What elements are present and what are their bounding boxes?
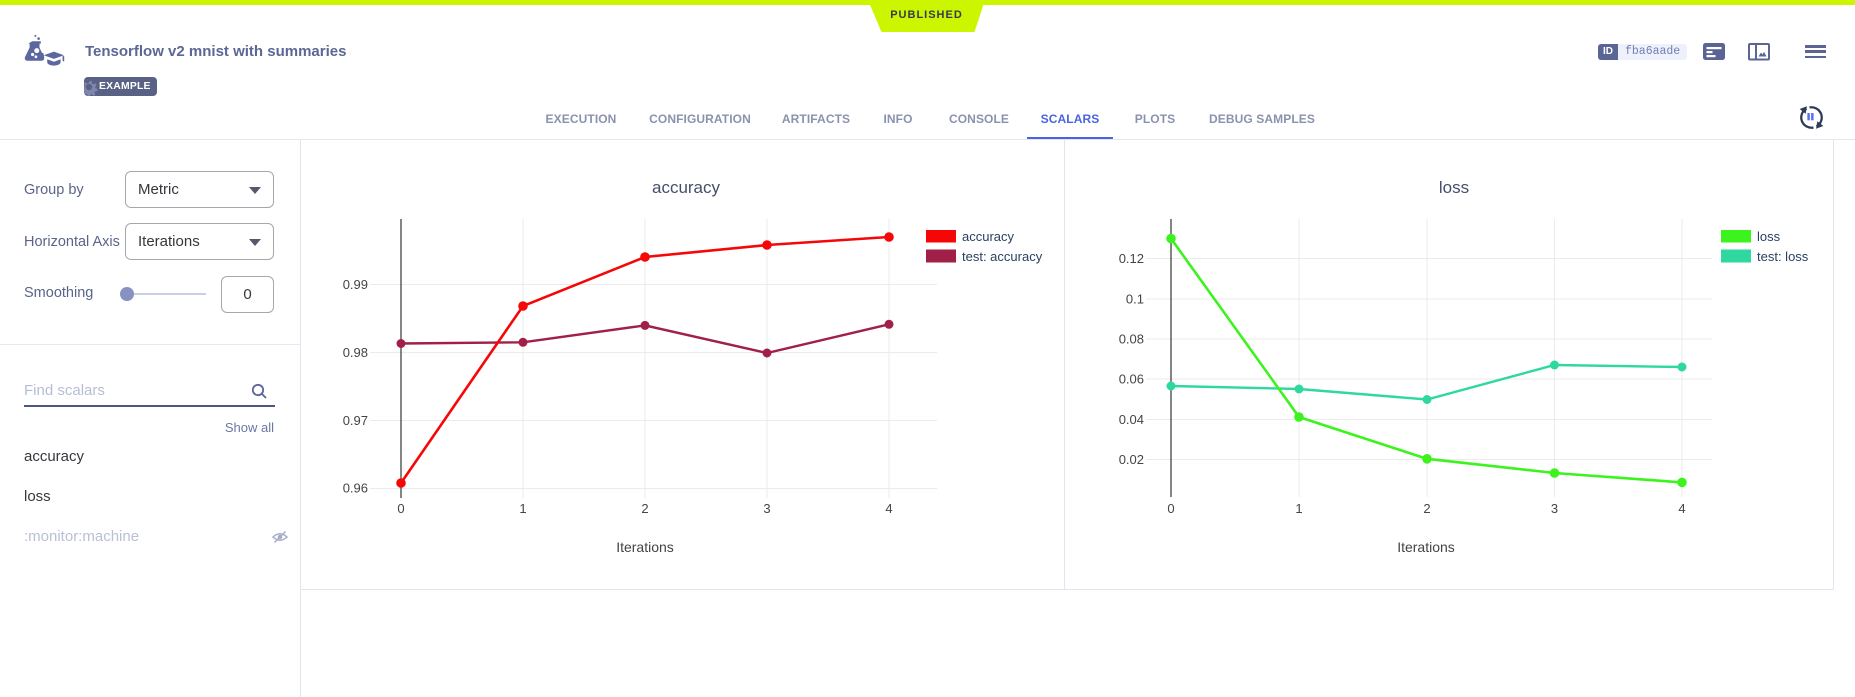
svg-text:0.02: 0.02 xyxy=(1119,452,1144,467)
svg-text:2: 2 xyxy=(1423,501,1430,516)
svg-text:1: 1 xyxy=(1295,501,1302,516)
svg-text:2: 2 xyxy=(641,501,648,516)
svg-text:Iterations: Iterations xyxy=(616,539,674,555)
svg-text:Iterations: Iterations xyxy=(1397,539,1455,555)
svg-text:accuracy: accuracy xyxy=(652,178,721,197)
svg-text:1: 1 xyxy=(519,501,526,516)
svg-text:0: 0 xyxy=(1167,501,1174,516)
svg-text:loss: loss xyxy=(1439,178,1469,197)
svg-text:0.06: 0.06 xyxy=(1119,372,1144,387)
svg-text:3: 3 xyxy=(763,501,770,516)
svg-text:test: accuracy: test: accuracy xyxy=(962,249,1043,264)
svg-text:test: loss: test: loss xyxy=(1757,249,1809,264)
svg-text:0.99: 0.99 xyxy=(343,277,368,292)
svg-text:0.98: 0.98 xyxy=(343,345,368,360)
svg-text:4: 4 xyxy=(885,501,892,516)
svg-text:0.12: 0.12 xyxy=(1119,251,1144,266)
svg-text:0.96: 0.96 xyxy=(343,481,368,496)
svg-text:0: 0 xyxy=(397,501,404,516)
svg-text:0.08: 0.08 xyxy=(1119,332,1144,347)
svg-text:0.04: 0.04 xyxy=(1119,412,1144,427)
svg-text:0.1: 0.1 xyxy=(1126,292,1144,307)
svg-text:3: 3 xyxy=(1551,501,1558,516)
svg-text:4: 4 xyxy=(1678,501,1685,516)
svg-text:loss: loss xyxy=(1757,229,1781,244)
svg-text:accuracy: accuracy xyxy=(962,229,1015,244)
svg-text:0.97: 0.97 xyxy=(343,413,368,428)
